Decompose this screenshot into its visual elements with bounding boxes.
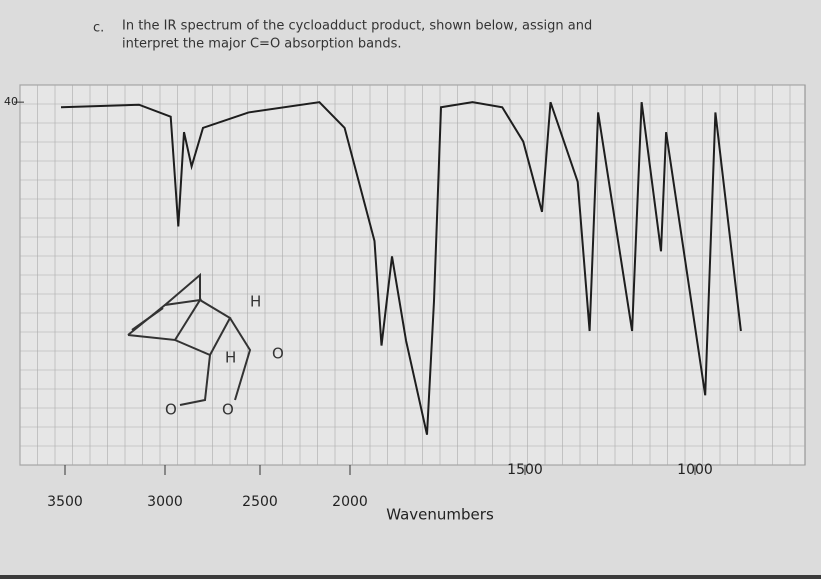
x-tick-label: 1000 [677, 462, 713, 478]
bond [131, 307, 164, 331]
atom-label: O [222, 401, 234, 419]
question-text: In the IR spectrum of the cycloadduct pr… [122, 19, 592, 34]
y-tick-label: 40 [4, 95, 18, 108]
bond [164, 272, 232, 357]
question-label: c. [93, 21, 104, 36]
grid [19, 84, 805, 466]
x-tick-label: 1500 [507, 462, 543, 478]
x-tick-label: 2500 [242, 494, 278, 510]
atom-label: O [272, 345, 284, 363]
x-tick-label: 3000 [147, 494, 183, 510]
bond [229, 317, 252, 401]
atom-label: O [165, 401, 177, 419]
atom-label: H [250, 293, 261, 311]
x-axis-label: Wavenumbers [386, 506, 494, 524]
structure [127, 272, 252, 406]
question-text: interpret the major C=O absorption bands… [122, 37, 402, 52]
spectrum-line [60, 101, 742, 435]
x-tick-label: 2000 [332, 494, 368, 510]
x-tick-label: 3500 [47, 494, 83, 510]
atom-label: H [225, 349, 236, 367]
bond [179, 354, 211, 406]
